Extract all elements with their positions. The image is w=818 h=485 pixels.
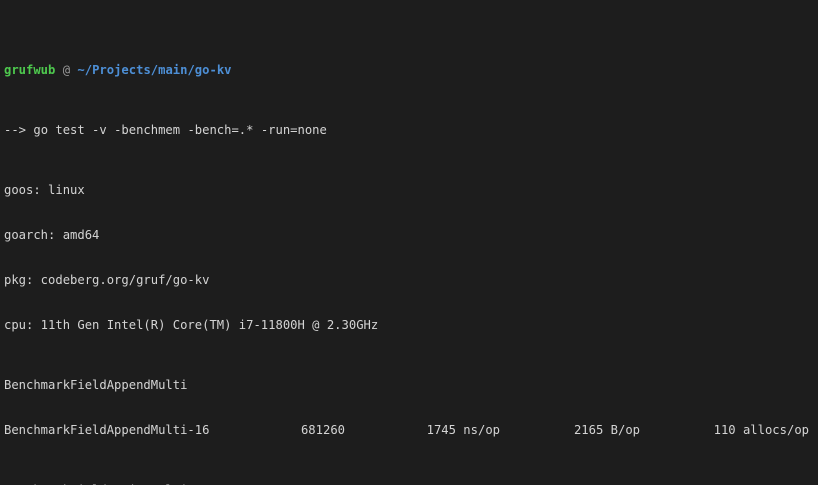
benchmark-header: BenchmarkFieldAppendMulti xyxy=(4,378,188,392)
prompt-separator: @ xyxy=(62,63,71,77)
benchmark-allocs-per-op: 110 allocs/op xyxy=(713,423,809,437)
output-goos: goos: linux xyxy=(4,183,85,197)
prompt-arrow: --> xyxy=(4,123,27,137)
output-goarch: goarch: amd64 xyxy=(4,228,100,242)
benchmark-ns-per-op: 1745 ns/op xyxy=(426,423,500,437)
benchmark-result-row: BenchmarkFieldAppendMulti-16 681260 1745… xyxy=(4,423,818,438)
prompt-username: grufwub xyxy=(4,63,56,77)
benchmark-header: BenchmarkFieldStringMulti xyxy=(4,483,818,485)
benchmark-name: BenchmarkFieldAppendMulti-16 xyxy=(4,423,210,437)
output-cpu: cpu: 11th Gen Intel(R) Core(TM) i7-11800… xyxy=(4,318,379,332)
prompt-path: ~/Projects/main/go-kv xyxy=(77,63,232,77)
command-text: go test -v -benchmem -bench=.* -run=none xyxy=(33,123,327,137)
output-pkg: pkg: codeberg.org/gruf/go-kv xyxy=(4,273,210,287)
benchmark-iterations: 681260 xyxy=(300,423,345,437)
prompt-line: grufwub @ ~/Projects/main/go-kv xyxy=(4,63,818,78)
benchmark-bytes-per-op: 2165 B/op xyxy=(573,423,640,437)
command-line: --> go test -v -benchmem -bench=.* -run=… xyxy=(4,123,818,138)
